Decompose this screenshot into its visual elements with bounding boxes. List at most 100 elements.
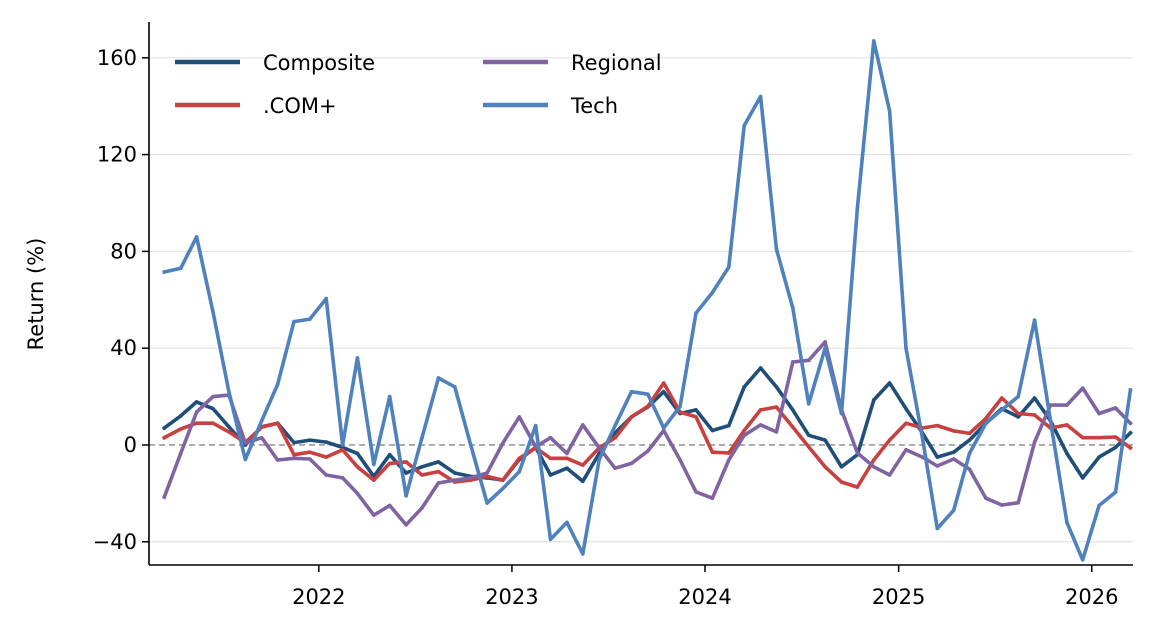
data-point-com bbox=[162, 435, 167, 440]
data-point-tech bbox=[468, 443, 473, 447]
data-point-regional bbox=[1065, 403, 1069, 407]
data-point-tech bbox=[984, 421, 988, 426]
data-point-composite bbox=[1097, 455, 1101, 459]
data-point-composite bbox=[887, 381, 892, 385]
data-point-tech bbox=[404, 493, 408, 498]
data-point-composite bbox=[404, 471, 408, 475]
data-point-regional bbox=[984, 496, 988, 501]
data-point-tech bbox=[1032, 318, 1037, 322]
data-point-regional bbox=[259, 435, 264, 440]
data-point-tech bbox=[855, 206, 860, 210]
data-point-com bbox=[742, 428, 746, 433]
data-point-composite bbox=[727, 423, 731, 428]
data-point-composite bbox=[162, 426, 167, 430]
series-tech bbox=[162, 39, 1133, 562]
series-com bbox=[161, 381, 1133, 489]
data-point-com bbox=[791, 425, 795, 429]
series-lines bbox=[161, 39, 1133, 562]
data-point-tech bbox=[259, 418, 264, 423]
data-point-com bbox=[613, 435, 617, 440]
data-point-tech bbox=[581, 552, 585, 556]
x-tick-label: 2026 bbox=[1065, 585, 1118, 609]
data-point-tech bbox=[967, 451, 972, 456]
data-point-com bbox=[839, 480, 844, 484]
data-point-tech bbox=[243, 457, 248, 462]
data-point-tech bbox=[292, 319, 296, 324]
data-point-composite bbox=[806, 433, 811, 438]
data-point-regional bbox=[629, 461, 634, 466]
data-point-regional bbox=[517, 415, 522, 419]
data-point-regional bbox=[646, 449, 650, 453]
data-point-tech bbox=[324, 296, 329, 301]
y-tick-label: 120 bbox=[97, 143, 137, 167]
data-point-tech bbox=[227, 389, 231, 394]
data-point-regional bbox=[468, 476, 473, 480]
data-point-regional bbox=[710, 496, 715, 501]
data-point-tech bbox=[387, 394, 392, 399]
data-point-tech bbox=[1080, 558, 1085, 562]
data-point-tech bbox=[372, 462, 376, 467]
data-point-tech bbox=[871, 39, 876, 43]
data-point-regional bbox=[211, 394, 215, 399]
series-regional bbox=[161, 340, 1133, 527]
data-point-regional bbox=[324, 473, 329, 477]
data-point-tech bbox=[742, 123, 746, 128]
data-point-composite bbox=[1113, 445, 1118, 450]
data-point-tech bbox=[1128, 388, 1133, 392]
legend-label: Regional bbox=[571, 51, 662, 75]
data-point-composite bbox=[387, 452, 392, 457]
data-point-tech bbox=[1016, 394, 1020, 399]
data-point-tech bbox=[485, 501, 489, 505]
data-point-com bbox=[340, 448, 345, 452]
data-point-com bbox=[855, 485, 860, 489]
data-point-com bbox=[485, 474, 489, 479]
y-tick-label: 40 bbox=[110, 336, 137, 360]
data-point-tech bbox=[823, 346, 827, 350]
data-point-com bbox=[758, 408, 763, 412]
axes: −40 0 40 80 120 160 2022 2023 2024 2025 2026 bbox=[93, 22, 1133, 609]
data-point-tech bbox=[436, 376, 441, 380]
data-point-regional bbox=[340, 476, 345, 480]
data-point-tech bbox=[904, 346, 908, 350]
data-point-com bbox=[292, 452, 296, 457]
data-point-com bbox=[694, 415, 698, 419]
data-point-com bbox=[308, 450, 312, 455]
data-point-com bbox=[548, 456, 553, 461]
data-point-regional bbox=[1080, 386, 1085, 390]
data-point-com bbox=[1097, 435, 1101, 440]
y-tick-label: −40 bbox=[93, 530, 137, 554]
data-point-com bbox=[935, 423, 940, 428]
data-point-com bbox=[823, 464, 827, 469]
data-point-regional bbox=[887, 473, 892, 477]
data-point-tech bbox=[1065, 520, 1069, 525]
legend-item: .COM+ bbox=[175, 94, 337, 118]
data-point-com bbox=[501, 478, 505, 482]
x-tick-label: 2023 bbox=[485, 585, 538, 609]
data-point-com bbox=[227, 430, 231, 434]
data-point-tech bbox=[613, 423, 617, 428]
data-point-composite bbox=[178, 414, 183, 418]
data-point-regional bbox=[387, 503, 392, 508]
data-point-composite bbox=[951, 450, 956, 455]
data-point-com bbox=[372, 478, 376, 482]
data-point-regional bbox=[678, 458, 682, 462]
data-point-regional bbox=[581, 423, 585, 427]
data-point-tech bbox=[935, 526, 940, 531]
data-point-composite bbox=[710, 428, 715, 433]
data-point-com bbox=[967, 431, 972, 436]
data-point-com bbox=[984, 416, 988, 421]
data-point-tech bbox=[340, 443, 345, 447]
y-tick-label: 160 bbox=[97, 46, 137, 70]
data-point-regional bbox=[275, 458, 280, 462]
data-point-regional bbox=[806, 358, 811, 363]
data-point-tech bbox=[565, 520, 569, 525]
data-point-tech bbox=[1000, 408, 1004, 412]
data-point-tech bbox=[1048, 418, 1053, 423]
data-point-tech bbox=[758, 94, 763, 99]
data-point-com bbox=[517, 456, 522, 461]
y-tick-label: 80 bbox=[110, 239, 137, 263]
data-point-com bbox=[1080, 435, 1085, 440]
data-point-regional bbox=[194, 410, 199, 414]
data-point-composite bbox=[1016, 415, 1020, 419]
x-tick-label: 2025 bbox=[872, 585, 925, 609]
